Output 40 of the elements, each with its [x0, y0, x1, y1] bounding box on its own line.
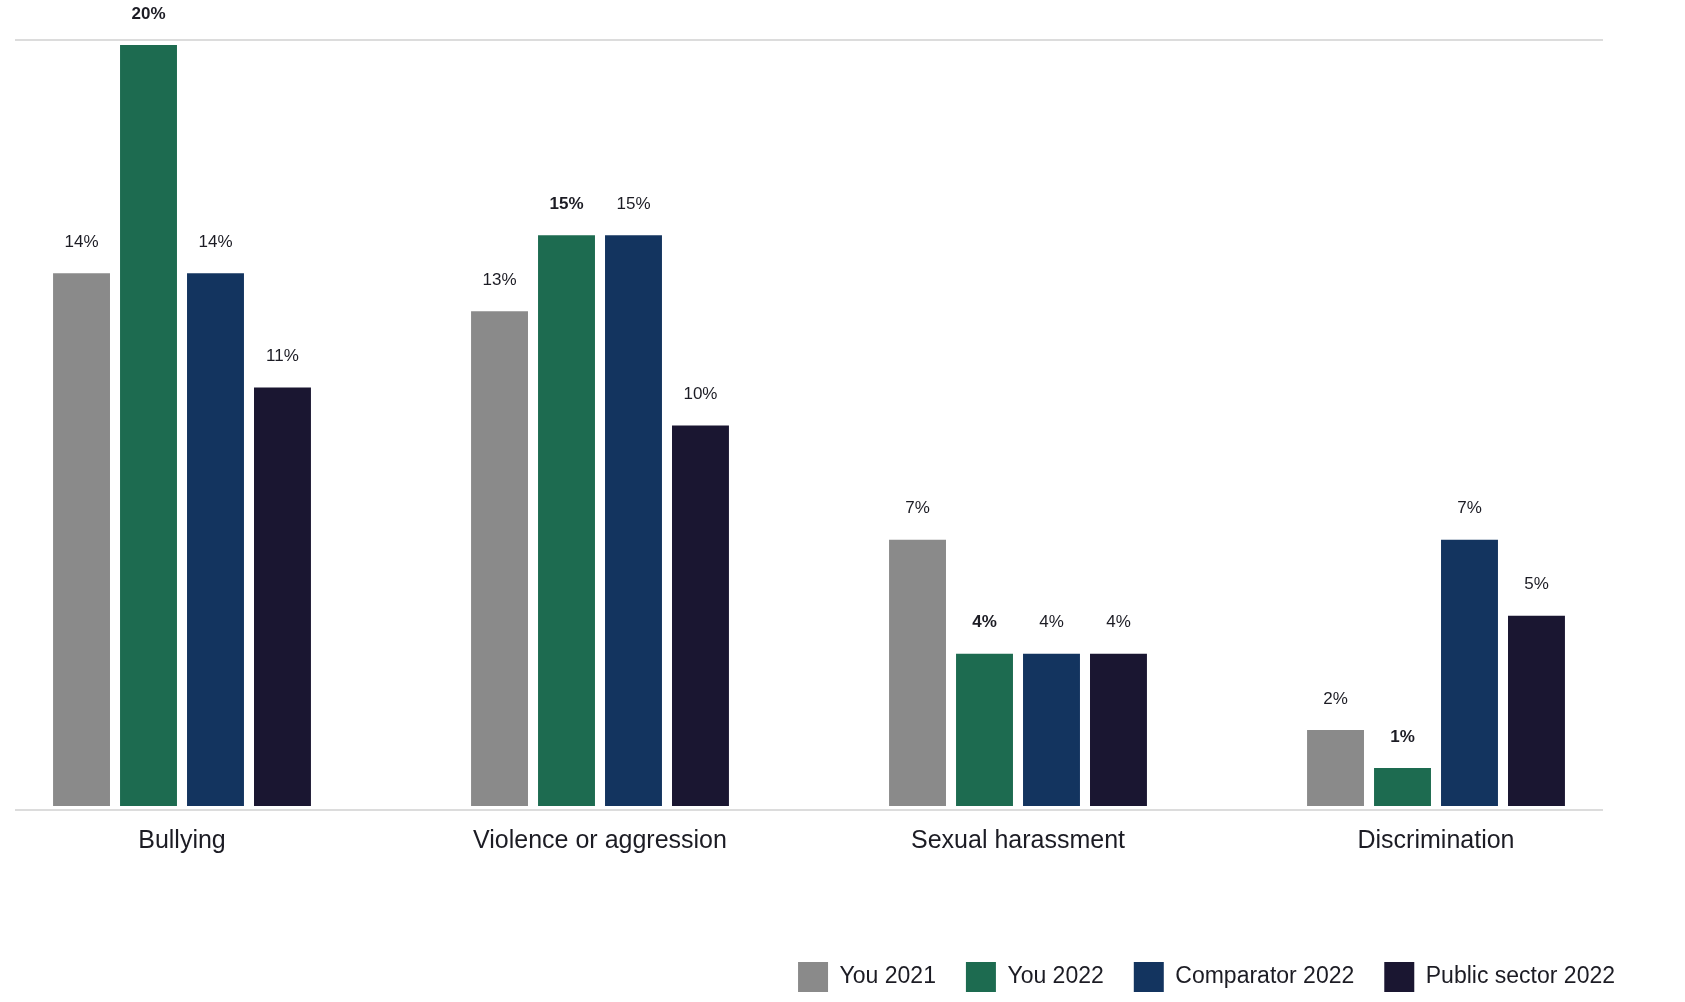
data-label: 2% [1323, 688, 1348, 708]
data-label: 7% [905, 498, 930, 518]
x-tick-label: Violence or aggression [473, 824, 727, 853]
data-label: 13% [482, 270, 517, 290]
data-label: 4% [972, 612, 997, 632]
x-tick-label: Bullying [138, 824, 226, 853]
legend-label: Public sector 2022 [1425, 962, 1616, 989]
bar [471, 311, 528, 806]
bar [254, 387, 311, 806]
data-label: 15% [549, 193, 584, 213]
bar [956, 653, 1013, 806]
bar [187, 273, 244, 806]
data-label: 11% [266, 346, 299, 366]
data-label: 1% [1390, 726, 1415, 746]
bar [1090, 653, 1147, 806]
data-label: 14% [198, 231, 233, 251]
data-label: 20% [131, 3, 166, 23]
legend-label: You 2021 [839, 962, 936, 989]
legend-label: Comparator 2022 [1175, 962, 1355, 989]
bar [672, 425, 729, 806]
bar [605, 235, 662, 806]
bar [889, 539, 946, 806]
data-label: 7% [1457, 498, 1482, 518]
bar [1441, 539, 1498, 806]
legend-label: You 2022 [1007, 962, 1104, 989]
x-tick-label: Discrimination [1357, 824, 1515, 853]
data-label: 15% [616, 193, 651, 213]
data-label: 4% [1039, 612, 1064, 632]
data-label: 10% [683, 384, 718, 404]
bar [1307, 729, 1364, 806]
data-label: 4% [1106, 612, 1131, 632]
data-label: 14% [64, 231, 99, 251]
bar [1023, 653, 1080, 806]
bar [1374, 767, 1431, 806]
x-tick-label: Sexual harassment [910, 824, 1126, 853]
bar [538, 235, 595, 806]
data-label: 5% [1524, 574, 1549, 594]
bar [1508, 615, 1565, 806]
bar [120, 45, 177, 806]
bar [53, 273, 110, 806]
